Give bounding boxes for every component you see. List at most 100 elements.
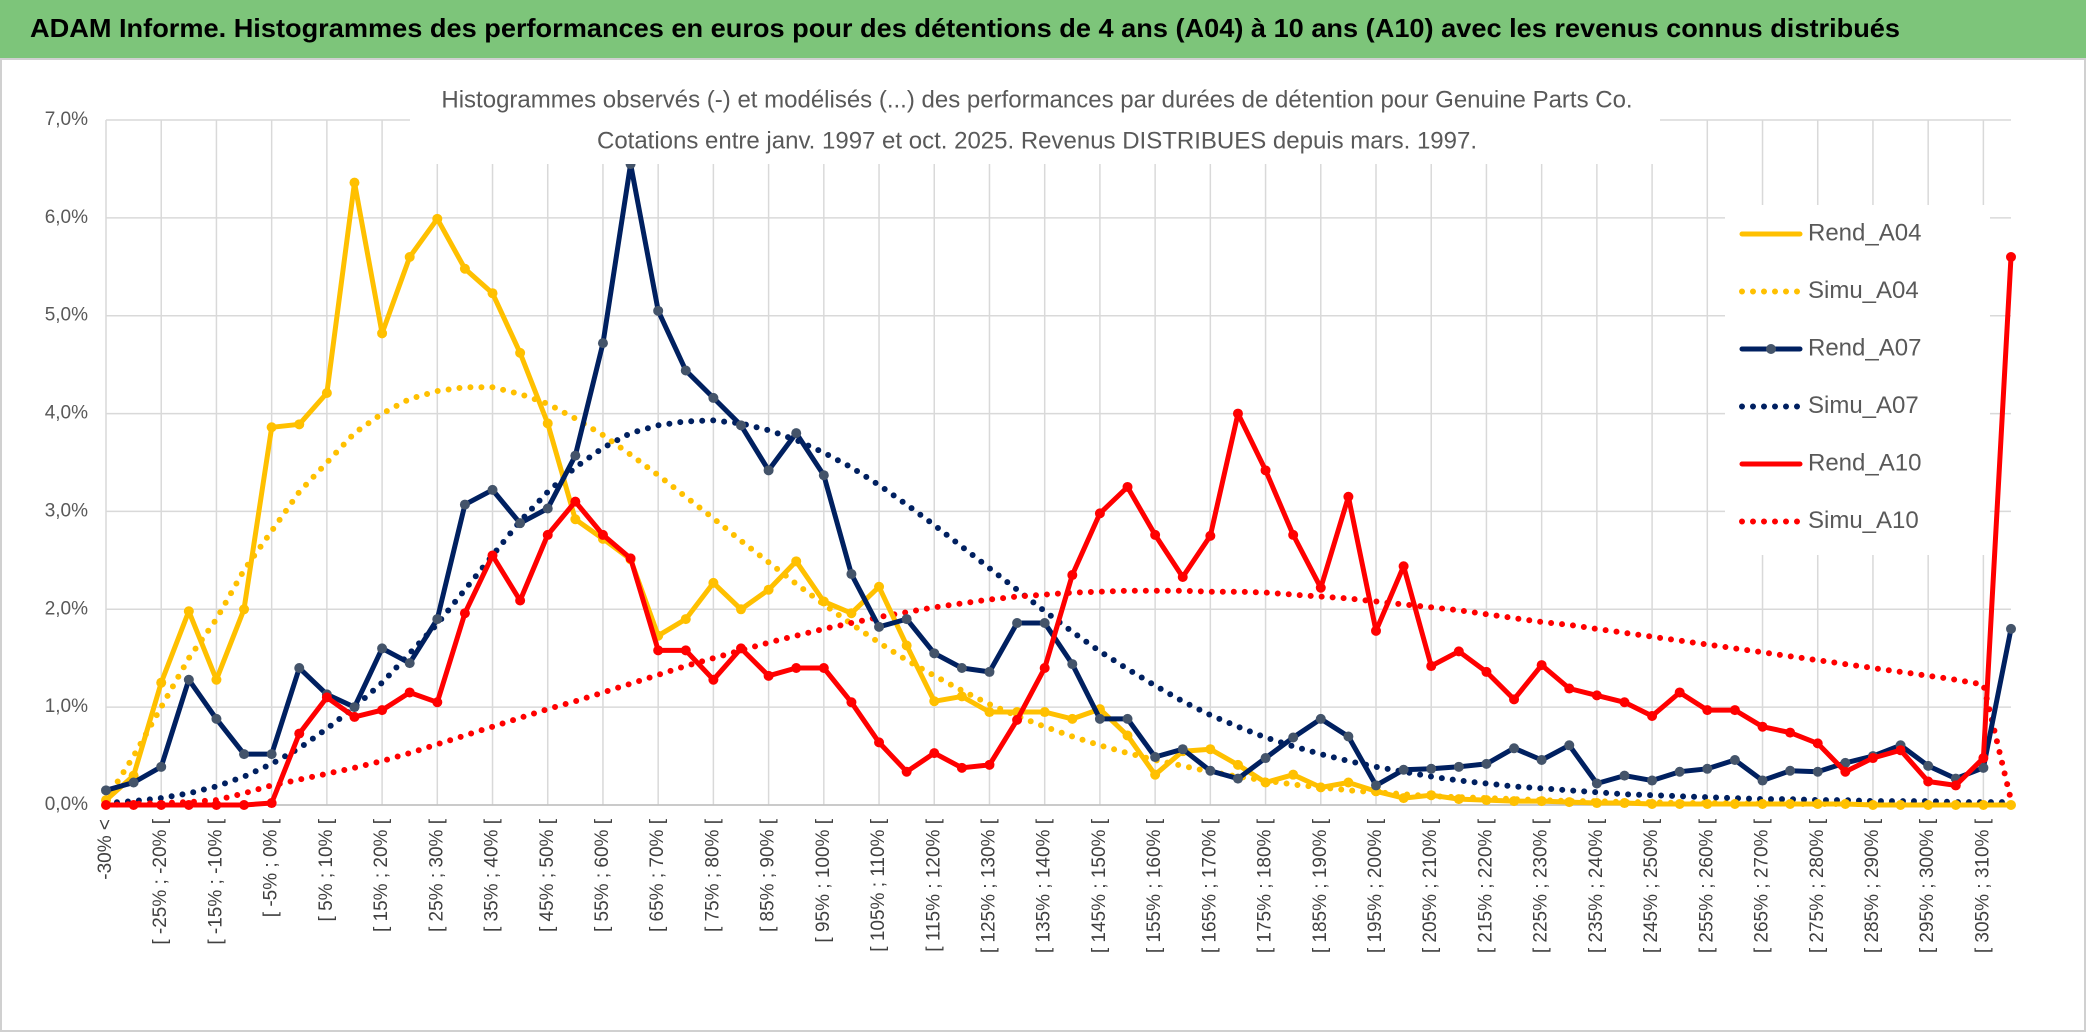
legend-label: Simu_A07 <box>1808 392 1919 419</box>
x-tick-label: -30% < <box>95 819 116 880</box>
point <box>570 450 581 461</box>
point <box>791 663 802 673</box>
y-tick-label: 4,0% <box>45 403 88 424</box>
x-tick-label: [ 85% ; 90% [ <box>758 818 779 932</box>
point <box>1315 582 1326 593</box>
x-tick-label: [ 235% ; 240% [ <box>1586 818 1607 953</box>
point <box>1950 800 1961 810</box>
point <box>542 503 553 514</box>
point <box>1067 713 1078 724</box>
y-tick-label: 5,0% <box>45 305 88 326</box>
point <box>542 529 553 540</box>
point <box>818 470 829 481</box>
point <box>1039 707 1050 718</box>
point <box>1619 770 1630 781</box>
point <box>459 499 470 510</box>
point <box>1978 753 1989 764</box>
point <box>459 608 470 619</box>
point <box>1012 714 1023 725</box>
point <box>377 705 388 716</box>
point <box>1757 721 1768 732</box>
point <box>515 595 526 606</box>
point <box>1895 745 1906 756</box>
point <box>653 305 664 316</box>
point <box>1039 617 1050 628</box>
y-tick-label: 6,0% <box>45 207 88 228</box>
point <box>901 614 912 625</box>
point <box>1371 625 1381 636</box>
point <box>128 777 139 788</box>
titles: Histogrammes observés (-) et modélisés (… <box>410 82 1660 164</box>
point <box>1288 529 1299 540</box>
point <box>1978 800 1989 810</box>
point <box>1674 799 1685 810</box>
point <box>1509 796 1520 807</box>
legend-label: Rend_A07 <box>1808 334 1921 361</box>
point <box>1702 705 1713 716</box>
point <box>1702 763 1713 774</box>
legend-marker <box>1766 344 1776 354</box>
x-tick-label: [ 55% ; 60% [ <box>592 818 613 932</box>
point <box>487 484 498 495</box>
x-tick-label: [ -15% ; -10% [ <box>205 818 226 944</box>
point <box>432 614 443 625</box>
point <box>1647 799 1658 810</box>
point <box>211 674 222 685</box>
point <box>1812 799 1823 810</box>
x-tick-label: [ 305% ; 310% [ <box>1972 818 1993 953</box>
legend-label: Simu_A10 <box>1808 507 1919 534</box>
point <box>1923 800 1934 810</box>
point <box>183 674 194 685</box>
point <box>736 420 746 431</box>
point <box>708 674 719 685</box>
point <box>956 663 967 673</box>
point <box>1757 775 1768 786</box>
y-tick-label: 7,0% <box>45 109 88 130</box>
point <box>1619 798 1630 809</box>
point <box>1288 732 1299 743</box>
point <box>349 702 360 713</box>
point <box>1923 760 1934 771</box>
point <box>874 737 885 748</box>
point <box>101 785 111 796</box>
point <box>487 550 498 561</box>
point <box>984 759 995 770</box>
point <box>294 728 305 739</box>
point <box>1067 570 1078 581</box>
point <box>1481 795 1492 806</box>
point <box>1315 782 1326 793</box>
y-tick-label: 3,0% <box>45 500 88 521</box>
point <box>2006 252 2016 262</box>
point <box>542 418 553 429</box>
point <box>597 338 608 349</box>
point <box>515 518 526 529</box>
header-bar <box>0 0 2086 58</box>
point <box>349 711 360 722</box>
point <box>597 529 608 540</box>
point <box>1536 754 1547 765</box>
x-tick-label: [ -5% ; 0% [ <box>261 818 282 917</box>
point <box>874 581 885 592</box>
legend-background <box>1725 205 1990 555</box>
point <box>1177 744 1188 755</box>
x-tick-label: [ 185% ; 190% [ <box>1310 818 1331 953</box>
point <box>1785 799 1796 810</box>
point <box>1426 763 1437 774</box>
x-tick-label: [ 175% ; 180% [ <box>1255 818 1276 953</box>
point <box>1122 730 1133 741</box>
x-tick-label: [ -25% ; -20% [ <box>150 818 171 944</box>
point <box>211 713 222 724</box>
point <box>1012 617 1023 628</box>
point <box>459 263 470 274</box>
legend-label: Simu_A04 <box>1808 277 1919 304</box>
x-tick-label: [ 155% ; 160% [ <box>1144 818 1165 953</box>
point <box>763 465 774 476</box>
observed-line <box>103 180 2014 808</box>
point <box>2006 623 2016 634</box>
point <box>156 800 167 810</box>
point <box>929 748 940 759</box>
point <box>1564 797 1575 808</box>
point <box>1371 780 1381 791</box>
point <box>680 645 691 656</box>
point <box>1398 764 1409 775</box>
